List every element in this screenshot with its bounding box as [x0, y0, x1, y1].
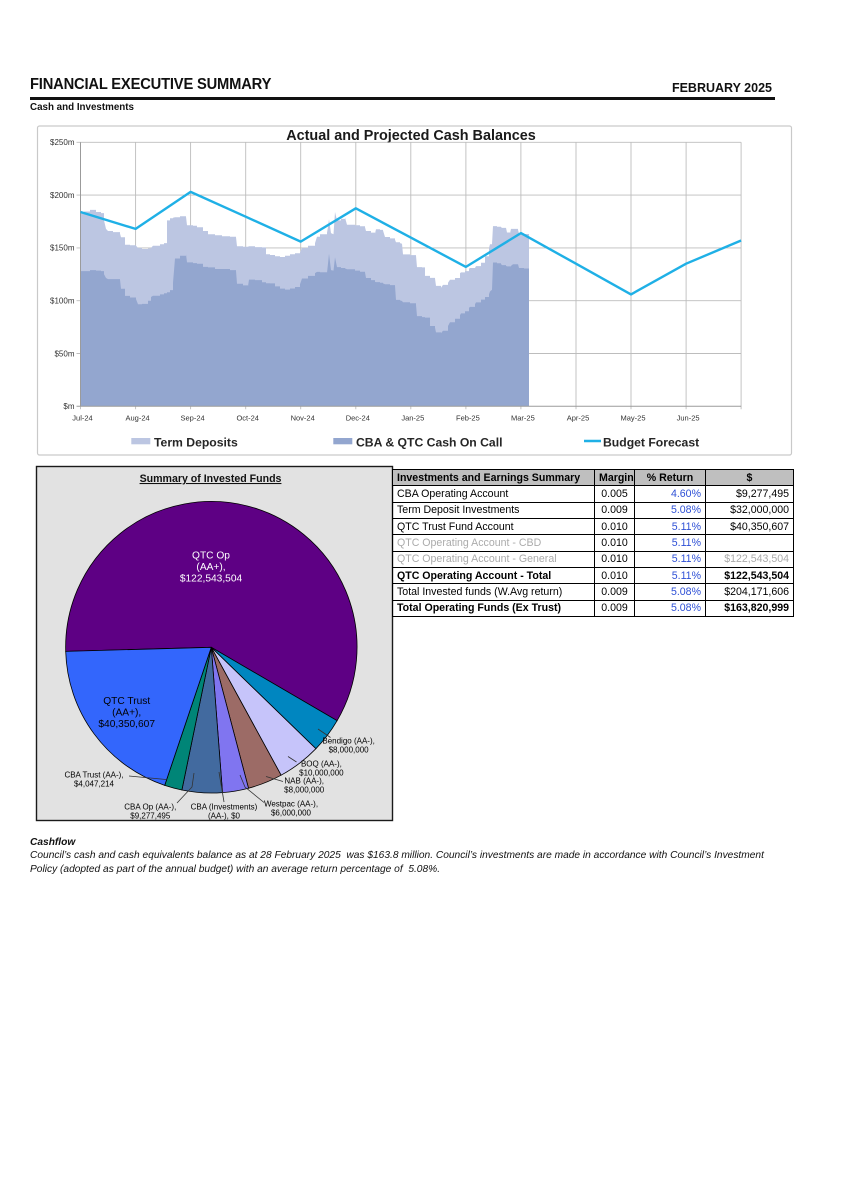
svg-text:Dec-24: Dec-24: [346, 414, 370, 423]
svg-text:Feb-25: Feb-25: [456, 414, 480, 423]
svg-text:Jun-25: Jun-25: [677, 414, 700, 423]
svg-text:$250m: $250m: [50, 138, 75, 147]
svg-text:CBA Trust (AA-),: CBA Trust (AA-),: [64, 771, 123, 780]
svg-text:Mar-25: Mar-25: [511, 414, 535, 423]
svg-text:QTC Op: QTC Op: [192, 551, 230, 562]
svg-text:$40,350,607: $40,350,607: [98, 719, 155, 730]
svg-text:$10,000,000: $10,000,000: [299, 769, 344, 778]
svg-text:May-25: May-25: [620, 414, 645, 423]
svg-text:$m: $m: [63, 402, 74, 411]
svg-text:$122,543,504: $122,543,504: [180, 574, 243, 585]
svg-text:$8,000,000: $8,000,000: [329, 746, 370, 755]
svg-text:Oct-24: Oct-24: [236, 414, 259, 423]
svg-text:Nov-24: Nov-24: [291, 414, 315, 423]
svg-text:$8,000,000: $8,000,000: [284, 786, 325, 795]
svg-text:Westpac (AA-),: Westpac (AA-),: [264, 800, 318, 809]
svg-text:BOQ (AA-),: BOQ (AA-),: [301, 760, 342, 769]
svg-text:Bendigo (AA-),: Bendigo (AA-),: [322, 737, 374, 746]
svg-text:Jul-24: Jul-24: [72, 414, 92, 423]
svg-text:Apr-25: Apr-25: [567, 414, 590, 423]
svg-text:CBA & QTC Cash On Call: CBA & QTC Cash On Call: [356, 436, 503, 450]
svg-text:$50m: $50m: [54, 349, 74, 358]
svg-text:(AA+),: (AA+),: [196, 562, 225, 573]
svg-text:Summary of Invested Funds: Summary of Invested Funds: [140, 473, 282, 485]
svg-text:(AA-), $0: (AA-), $0: [208, 812, 241, 821]
svg-text:QTC Trust: QTC Trust: [103, 696, 150, 707]
svg-text:$200m: $200m: [50, 191, 75, 200]
svg-text:$9,277,495: $9,277,495: [130, 812, 171, 821]
svg-text:Actual and Projected Cash Bala: Actual and Projected Cash Balances: [286, 128, 536, 144]
svg-text:(AA+),: (AA+),: [112, 708, 141, 719]
svg-text:CBA Op (AA-),: CBA Op (AA-),: [124, 803, 176, 812]
svg-text:$4,047,214: $4,047,214: [74, 780, 115, 789]
svg-text:$150m: $150m: [50, 244, 75, 253]
svg-text:Jan-25: Jan-25: [401, 414, 424, 423]
svg-text:CBA (Investments): CBA (Investments): [191, 803, 258, 812]
svg-text:Aug-24: Aug-24: [126, 414, 150, 423]
svg-text:$6,000,000: $6,000,000: [271, 809, 312, 818]
svg-text:Sep-24: Sep-24: [181, 414, 205, 423]
svg-text:Budget Forecast: Budget Forecast: [603, 436, 699, 450]
svg-text:Term Deposits: Term Deposits: [154, 436, 238, 450]
svg-text:NAB (AA-),: NAB (AA-),: [284, 777, 324, 786]
svg-text:$100m: $100m: [50, 297, 75, 306]
